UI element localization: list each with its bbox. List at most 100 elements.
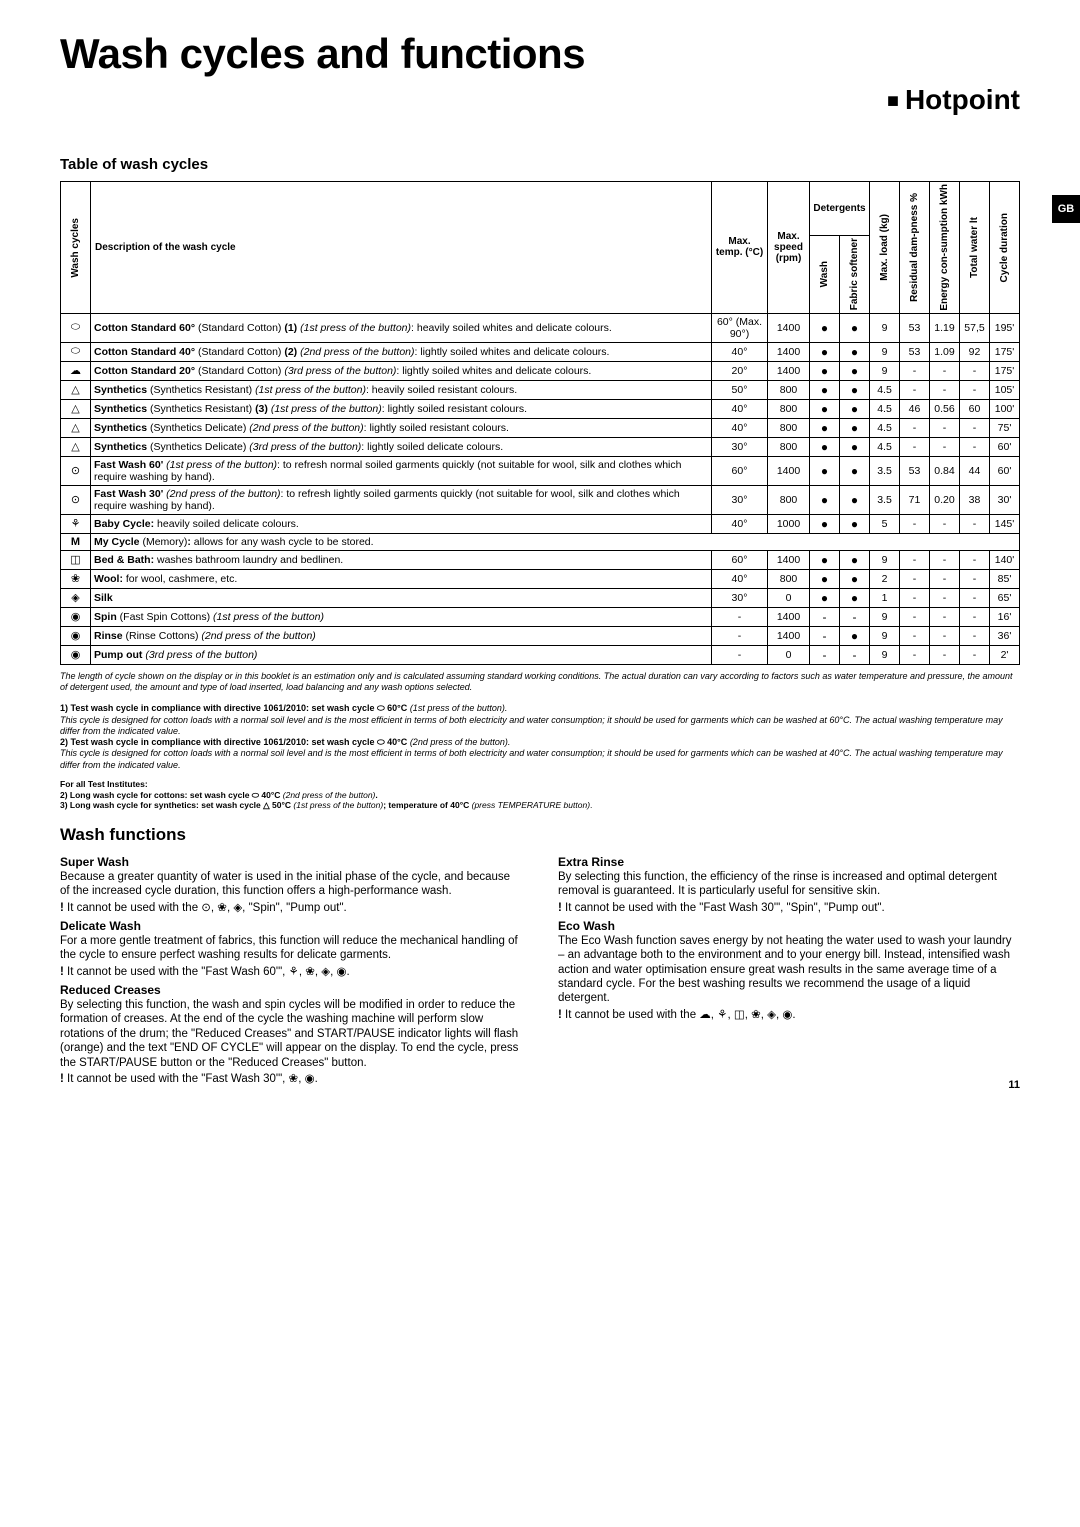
cell-water: 60 (960, 399, 990, 418)
col-description: Description of the wash cycle (91, 182, 712, 314)
language-tab: GB (1052, 195, 1080, 223)
cycle-icon: ◫ (61, 550, 91, 569)
cell-duration: 2' (990, 645, 1020, 664)
cell-load: 4.5 (870, 380, 900, 399)
cell-softener: ● (840, 569, 870, 588)
cycle-icon: ◉ (61, 607, 91, 626)
cell-load: 4.5 (870, 418, 900, 437)
cell-softener: ● (840, 361, 870, 380)
cell-residual: 53 (900, 342, 930, 361)
cell-speed: 1400 (768, 607, 810, 626)
cell-temp: 60° (Max. 90°) (712, 313, 768, 342)
page-number: 11 (1008, 1079, 1020, 1091)
cell-energy: 1.09 (930, 342, 960, 361)
cell-wash: ● (810, 313, 840, 342)
cycle-icon: M (61, 533, 91, 550)
table-row: △Synthetics (Synthetics Delicate) (3rd p… (61, 437, 1020, 456)
cell-load: 5 (870, 514, 900, 533)
cell-duration: 175' (990, 361, 1020, 380)
cell-load: 9 (870, 550, 900, 569)
cell-wash: ● (810, 485, 840, 514)
cell-residual: - (900, 607, 930, 626)
cell-duration: 65' (990, 588, 1020, 607)
cell-water: - (960, 588, 990, 607)
cell-residual: 53 (900, 313, 930, 342)
table-row: ◉Spin (Fast Spin Cottons) (1st press of … (61, 607, 1020, 626)
cycle-description: Fast Wash 30' (2nd press of the button):… (91, 485, 712, 514)
functions-heading: Wash functions (60, 825, 1020, 845)
cell-temp: 30° (712, 485, 768, 514)
cell-load: 4.5 (870, 399, 900, 418)
col-load: Max. load (kg) (870, 182, 900, 314)
cell-energy: - (930, 588, 960, 607)
cell-residual: - (900, 361, 930, 380)
cell-energy: - (930, 626, 960, 645)
cycle-icon: ⊙ (61, 485, 91, 514)
cell-residual: - (900, 380, 930, 399)
function-body: By selecting this function, the efficien… (558, 870, 1020, 899)
cell-wash: ● (810, 380, 840, 399)
cell-energy: 0.20 (930, 485, 960, 514)
cell-water: 92 (960, 342, 990, 361)
cell-water: 38 (960, 485, 990, 514)
cell-water: - (960, 550, 990, 569)
function-body: For a more gentle treatment of fabrics, … (60, 934, 522, 963)
cell-temp: 60° (712, 550, 768, 569)
cycle-description: Synthetics (Synthetics Delicate) (2nd pr… (91, 418, 712, 437)
cell-speed: 1400 (768, 342, 810, 361)
cell-softener: ● (840, 313, 870, 342)
cell-load: 3.5 (870, 456, 900, 485)
cell-load: 9 (870, 342, 900, 361)
cell-water: - (960, 569, 990, 588)
table-row: ◫Bed & Bath: washes bathroom laundry and… (61, 550, 1020, 569)
cell-residual: - (900, 626, 930, 645)
col-water: Total water lt (960, 182, 990, 314)
cell-energy: - (930, 550, 960, 569)
function-warning: It cannot be used with the ☁, ⚘, ◫, ❀, ◈… (558, 1008, 1020, 1022)
cell-wash: ● (810, 514, 840, 533)
col-temp: Max. temp. (°C) (712, 182, 768, 314)
cell-duration: 105' (990, 380, 1020, 399)
cell-duration: 75' (990, 418, 1020, 437)
cell-energy: - (930, 569, 960, 588)
cycle-description: Fast Wash 60' (1st press of the button):… (91, 456, 712, 485)
function-title: Delicate Wash (60, 919, 522, 933)
function-title: Reduced Creases (60, 983, 522, 997)
col-energy: Energy con-sumption kWh (930, 182, 960, 314)
cycle-description: Wool: for wool, cashmere, etc. (91, 569, 712, 588)
table-row: ⬭Cotton Standard 60° (Standard Cotton) (… (61, 313, 1020, 342)
cell-wash: - (810, 607, 840, 626)
table-row: △Synthetics (Synthetics Resistant) (3) (… (61, 399, 1020, 418)
cell-wash: ● (810, 550, 840, 569)
cycle-icon: ⊙ (61, 456, 91, 485)
cell-temp: 20° (712, 361, 768, 380)
table-row: ◈Silk30°0●●1---65' (61, 588, 1020, 607)
cell-softener: ● (840, 399, 870, 418)
cell-speed: 1400 (768, 550, 810, 569)
cell-temp: - (712, 645, 768, 664)
compliance-note: 1) Test wash cycle in compliance with di… (60, 703, 1020, 771)
cycle-description: Cotton Standard 20° (Standard Cotton) (3… (91, 361, 712, 380)
cell-load: 9 (870, 607, 900, 626)
table-row: ⊙Fast Wash 60' (1st press of the button)… (61, 456, 1020, 485)
cell-load: 9 (870, 361, 900, 380)
col-wash-cycles: Wash cycles (61, 182, 91, 314)
cell-energy: - (930, 514, 960, 533)
cell-water: - (960, 418, 990, 437)
function-title: Extra Rinse (558, 855, 1020, 869)
cycle-icon: ◈ (61, 588, 91, 607)
cycle-icon: △ (61, 399, 91, 418)
cell-wash: - (810, 645, 840, 664)
cell-energy: - (930, 418, 960, 437)
brand-logo: Hotpoint (60, 84, 1020, 116)
cell-speed: 0 (768, 645, 810, 664)
cell-temp: 40° (712, 569, 768, 588)
cell-load: 4.5 (870, 437, 900, 456)
table-row: ⬭Cotton Standard 40° (Standard Cotton) (… (61, 342, 1020, 361)
cycle-icon: ⬭ (61, 342, 91, 361)
cell-wash: ● (810, 569, 840, 588)
cell-temp: 50° (712, 380, 768, 399)
function-warning: It cannot be used with the ⊙, ❀, ◈, "Spi… (60, 901, 522, 915)
cell-residual: - (900, 588, 930, 607)
cell-energy: 1.19 (930, 313, 960, 342)
